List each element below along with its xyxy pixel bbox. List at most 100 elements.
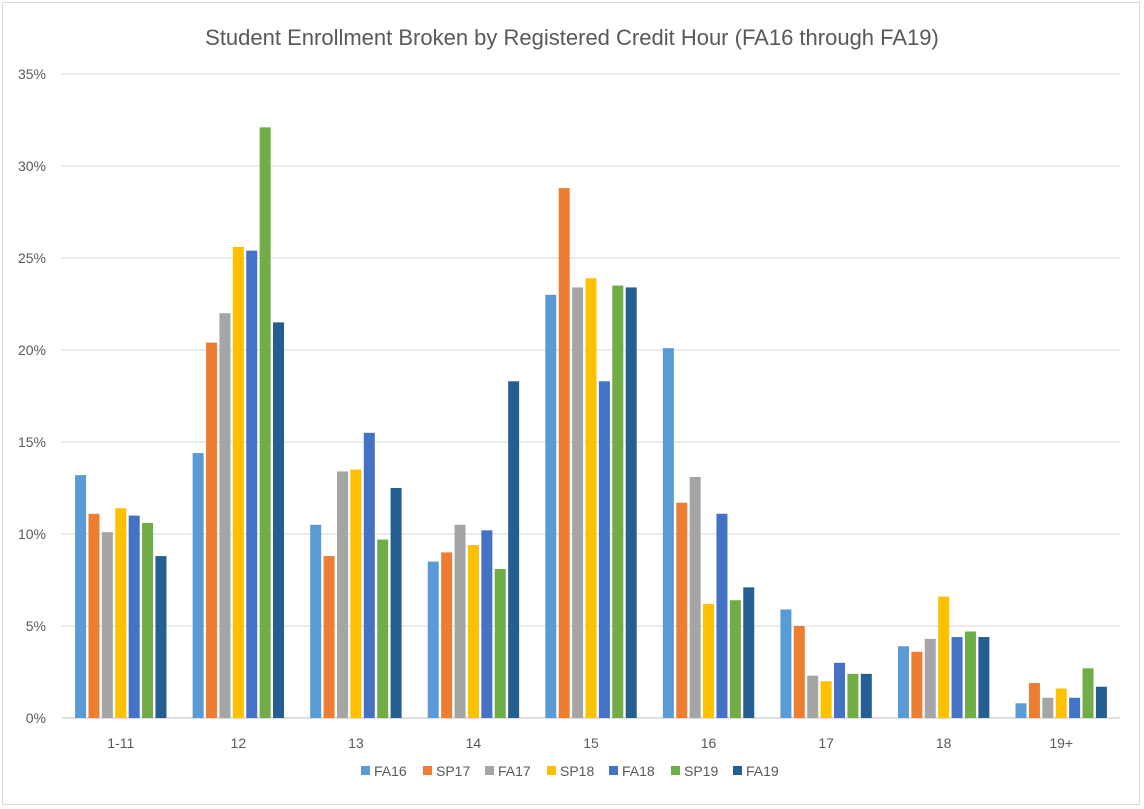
bars: [75, 127, 1107, 719]
bar-sp18-17: [820, 681, 832, 718]
legend-swatch: [733, 766, 742, 775]
bar-sp18-14: [467, 545, 479, 718]
bar-fa18-14: [481, 530, 493, 718]
bar-sp18-15: [585, 278, 597, 718]
bar-fa16-18: [897, 646, 909, 718]
bar-fa16-15: [545, 294, 557, 718]
y-tick-label: 35%: [18, 66, 46, 82]
y-tick-label: 10%: [18, 526, 46, 542]
legend-label: FA17: [498, 763, 531, 779]
bar-fa19-15: [625, 287, 637, 718]
bar-sp18-19plus: [1055, 688, 1067, 718]
bar-fa19-17: [860, 673, 872, 718]
y-tick-label: 0%: [26, 710, 46, 726]
x-tick-label: 19+: [1049, 735, 1073, 751]
bar-sp19-13: [377, 539, 389, 718]
x-tick-label: 16: [701, 735, 717, 751]
bar-sp18-13: [350, 469, 362, 718]
bar-fa16-14: [427, 561, 439, 718]
x-tick-label: 14: [466, 735, 482, 751]
bar-fa17-19plus: [1042, 697, 1054, 718]
legend-label: SP19: [684, 763, 718, 779]
bar-sp19-15: [612, 285, 624, 718]
legend-item-fa17: FA17: [485, 763, 531, 779]
bar-fa17-1-11: [101, 532, 113, 718]
bar-sp17-13: [323, 556, 335, 718]
bar-fa16-17: [780, 609, 792, 718]
bar-sp19-1-11: [142, 522, 154, 718]
bar-sp19-16: [729, 600, 741, 718]
y-tick-label: 20%: [18, 342, 46, 358]
bar-fa16-1-11: [75, 475, 87, 718]
bar-sp17-1-11: [88, 513, 100, 718]
y-tick-label: 15%: [18, 434, 46, 450]
legend: FA16 SP17 FA17 SP18 FA18 SP19 FA19: [361, 763, 779, 779]
bar-sp19-12: [259, 127, 271, 719]
legend-label: SP18: [560, 763, 594, 779]
bar-fa18-13: [363, 432, 375, 718]
bar-fa18-12: [246, 250, 258, 718]
bar-sp19-18: [964, 631, 976, 718]
bar-sp17-16: [676, 502, 688, 718]
legend-label: FA18: [622, 763, 655, 779]
bar-sp18-12: [232, 246, 244, 718]
bar-sp18-1-11: [115, 508, 127, 718]
bar-sp18-18: [938, 596, 950, 718]
bar-fa19-18: [978, 637, 990, 718]
bar-sp17-18: [911, 651, 923, 718]
bar-fa18-19plus: [1069, 697, 1081, 718]
bar-fa18-16: [716, 513, 728, 718]
bar-sp17-14: [441, 552, 453, 718]
legend-item-fa18: FA18: [609, 763, 655, 779]
legend-label: SP17: [436, 763, 470, 779]
bar-fa19-12: [273, 322, 285, 718]
legend-swatch: [485, 766, 494, 775]
x-tick-label: 17: [818, 735, 834, 751]
bar-sp17-15: [558, 188, 570, 718]
bar-fa17-13: [336, 471, 348, 718]
legend-label: FA16: [374, 763, 407, 779]
chart-title: Student Enrollment Broken by Registered …: [205, 25, 939, 50]
bar-fa16-13: [310, 524, 322, 718]
bar-sp17-12: [206, 342, 218, 718]
bar-sp18-16: [703, 603, 715, 718]
bar-sp17-17: [793, 626, 805, 718]
bar-fa19-16: [743, 587, 755, 718]
legend-item-fa19: FA19: [733, 763, 779, 779]
y-tick-label: 25%: [18, 250, 46, 266]
bar-fa16-12: [192, 453, 204, 718]
x-tick-label: 1-11: [107, 735, 134, 751]
x-tick-label: 18: [936, 735, 952, 751]
legend-swatch: [361, 766, 370, 775]
bar-fa16-16: [662, 348, 674, 718]
bar-fa17-16: [689, 476, 701, 718]
legend-swatch: [423, 766, 432, 775]
legend-label: FA19: [746, 763, 779, 779]
bar-fa17-17: [807, 675, 819, 718]
bar-sp19-14: [494, 568, 506, 718]
bar-fa19-13: [390, 488, 402, 718]
bar-fa19-1-11: [155, 556, 167, 718]
bar-fa17-18: [924, 638, 936, 718]
x-tick-label: 13: [348, 735, 364, 751]
bar-fa17-14: [454, 524, 466, 718]
legend-item-sp17: SP17: [423, 763, 470, 779]
legend-swatch: [547, 766, 556, 775]
bar-fa18-1-11: [128, 515, 140, 718]
bar-sp19-19plus: [1082, 668, 1094, 718]
bar-fa16-19plus: [1015, 703, 1027, 718]
bar-fa19-14: [508, 381, 520, 718]
bar-fa18-17: [834, 662, 846, 718]
x-tick-label: 15: [583, 735, 599, 751]
legend-swatch: [609, 766, 618, 775]
bar-fa17-15: [572, 287, 584, 718]
legend-swatch: [671, 766, 680, 775]
bar-fa17-12: [219, 313, 231, 718]
y-tick-label: 30%: [18, 158, 46, 174]
legend-item-sp19: SP19: [671, 763, 718, 779]
y-tick-label: 5%: [26, 618, 46, 634]
x-tick-label: 12: [231, 735, 247, 751]
x-axis: 1-11 12 13 14 15 16 17 18 19+: [107, 735, 1073, 751]
